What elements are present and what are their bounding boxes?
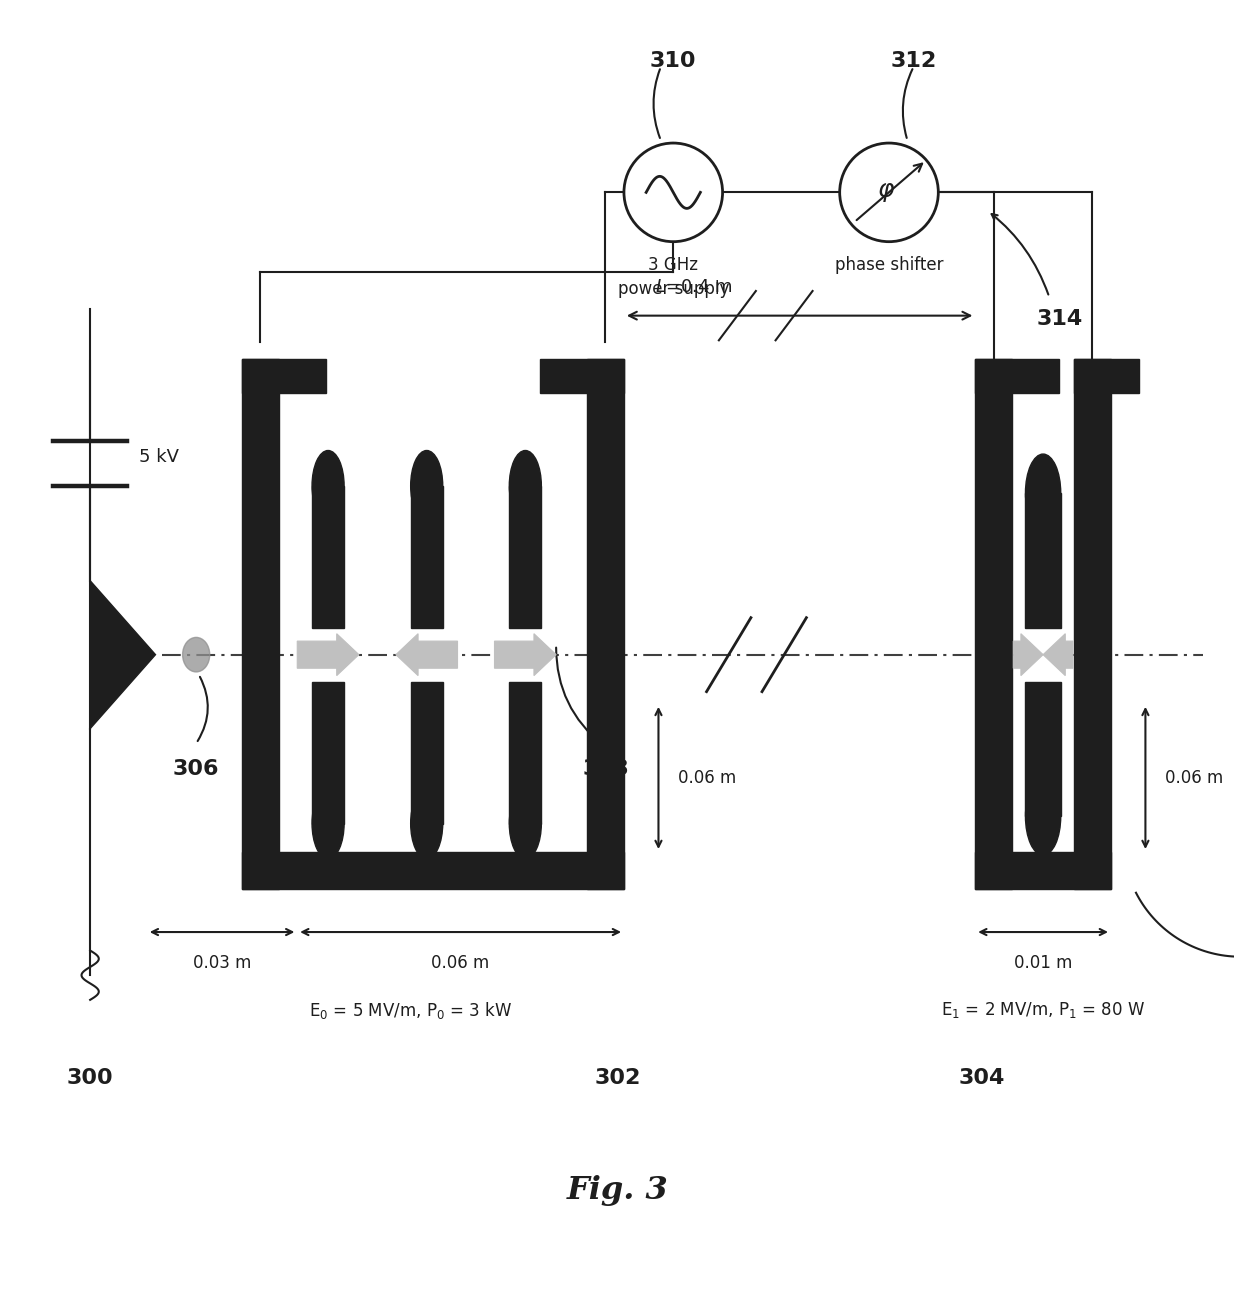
Bar (1025, 682, 1060, 817)
Text: 312: 312 (890, 51, 936, 70)
Ellipse shape (312, 789, 345, 859)
Text: 5 kV: 5 kV (139, 449, 180, 467)
FancyArrow shape (1013, 634, 1043, 676)
Text: 0.06 m: 0.06 m (432, 955, 490, 973)
Ellipse shape (182, 637, 210, 672)
Ellipse shape (1025, 454, 1060, 532)
Text: $\varphi$: $\varphi$ (878, 180, 895, 205)
Text: 304: 304 (959, 1067, 1004, 1088)
Bar (976, 359, 1012, 888)
Bar (410, 682, 443, 824)
Text: 0.01 m: 0.01 m (1014, 955, 1073, 973)
Text: 3 GHz
power supply: 3 GHz power supply (618, 257, 729, 298)
FancyArrow shape (396, 634, 458, 676)
Text: $\it{L}$=0.4 m: $\it{L}$=0.4 m (655, 278, 733, 296)
Text: E$_0$ = 5 MV/m, P$_0$ = 3 kW: E$_0$ = 5 MV/m, P$_0$ = 3 kW (309, 1000, 512, 1021)
Text: 306: 306 (172, 760, 219, 779)
Circle shape (839, 143, 939, 241)
Bar (1074, 359, 1140, 393)
Bar (976, 852, 1111, 888)
Text: 0.06 m: 0.06 m (678, 769, 737, 787)
Ellipse shape (510, 789, 542, 859)
Text: 0.03 m: 0.03 m (193, 955, 252, 973)
Ellipse shape (1025, 778, 1060, 855)
Ellipse shape (410, 450, 443, 521)
Text: 302: 302 (595, 1067, 641, 1088)
Ellipse shape (510, 450, 542, 521)
Circle shape (624, 143, 723, 241)
Bar (1025, 493, 1060, 628)
Bar (242, 359, 326, 393)
Bar (541, 359, 624, 393)
Text: 314: 314 (1037, 310, 1084, 329)
Text: 310: 310 (650, 51, 697, 70)
Bar (242, 852, 624, 888)
Ellipse shape (312, 450, 345, 521)
Bar (976, 359, 1059, 393)
Text: Fig. 3: Fig. 3 (567, 1175, 668, 1206)
Ellipse shape (410, 789, 443, 859)
Text: E$_1$ = 2 MV/m, P$_1$ = 80 W: E$_1$ = 2 MV/m, P$_1$ = 80 W (941, 1000, 1145, 1019)
Bar (410, 486, 443, 628)
Text: 300: 300 (67, 1067, 114, 1088)
Text: 308: 308 (583, 760, 629, 779)
Bar (312, 486, 345, 628)
Text: 0.06 m: 0.06 m (1166, 769, 1224, 787)
FancyArrow shape (495, 634, 557, 676)
Bar (242, 359, 279, 888)
Bar (510, 682, 542, 824)
Polygon shape (91, 581, 155, 729)
Bar (510, 486, 542, 628)
Bar (1074, 359, 1111, 888)
FancyArrow shape (1043, 634, 1073, 676)
FancyArrow shape (298, 634, 358, 676)
Bar (587, 359, 624, 888)
Bar (312, 682, 345, 824)
Text: phase shifter: phase shifter (835, 257, 944, 275)
